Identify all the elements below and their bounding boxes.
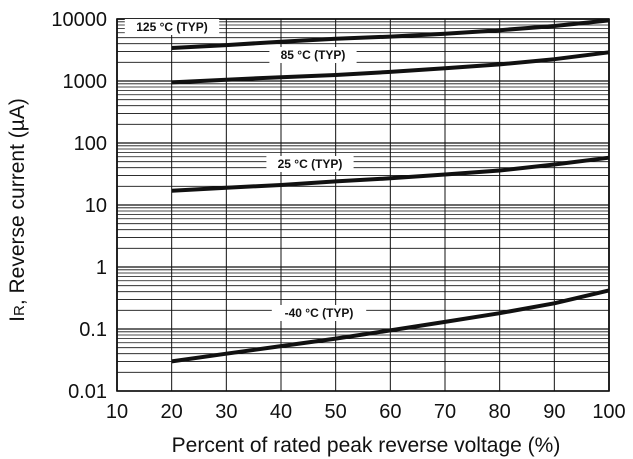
y-tick-label: 0.01 [68, 381, 107, 403]
series-label-backing [266, 156, 354, 172]
series-label-backing [271, 305, 367, 321]
x-tick-label: 90 [543, 401, 565, 423]
series-line-2 [171, 155, 610, 193]
series-line-0 [171, 18, 610, 50]
x-tick-label: 100 [592, 401, 625, 423]
y-tick-label: 10 [85, 195, 107, 217]
plot-frame [116, 18, 610, 392]
series-labels: 125 °C (TYP) 85 °C (TYP) 25 °C (TYP) -40 °C… [124, 19, 367, 321]
tick-labels: 10 20 30 40 50 60 70 80 90 100 0.01 0.1 1 10 100 1000 10… [51, 9, 625, 423]
x-tick-label: 50 [325, 401, 347, 423]
y-tick-label: 1 [96, 257, 107, 279]
x-tick-label: 30 [215, 401, 237, 423]
series-label-2: 25 °C (TYP) [278, 157, 343, 171]
series-line-3 [171, 288, 610, 364]
x-tick-label: 80 [489, 401, 511, 423]
y-axis-title-sub: R [11, 305, 28, 316]
x-tick-label: 60 [379, 401, 401, 423]
y-tick-label: 100 [74, 133, 107, 155]
series-label-backing [269, 47, 357, 63]
x-tick-label: 10 [106, 401, 128, 423]
x-tick-label: 70 [434, 401, 456, 423]
series-label-1: 85 °C (TYP) [281, 48, 346, 62]
y-axis-title-main: I [6, 316, 29, 322]
y-tick-label: 1000 [63, 71, 108, 93]
series-lines [171, 18, 610, 364]
series-label-0: 125 °C (TYP) [136, 20, 207, 34]
series-line-1 [171, 50, 610, 85]
y-tick-label: 0.1 [79, 319, 107, 341]
x-axis-title: Percent of rated peak reverse voltage (%… [172, 434, 561, 457]
x-tick-label: 40 [270, 401, 292, 423]
y-tick-label: 10000 [51, 9, 107, 31]
y-axis-title-rest: , Reverse current (µA) [6, 98, 29, 305]
x-tick-label: 20 [161, 401, 183, 423]
series-label-3: -40 °C (TYP) [285, 306, 354, 320]
y-axis-title: IR, Reverse current (µA) [6, 98, 29, 322]
series-label-backing [124, 19, 220, 35]
